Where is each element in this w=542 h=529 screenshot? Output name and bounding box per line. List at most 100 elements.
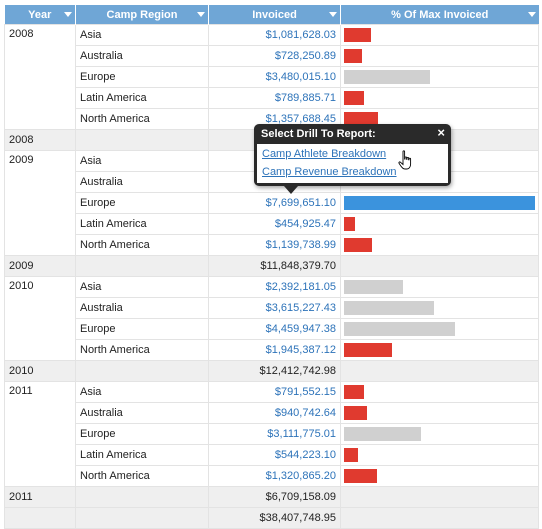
subtotal-row: 2009 $11,848,379.70 [4, 255, 539, 277]
region-cell: Asia [75, 381, 209, 403]
pct-bar[interactable] [344, 49, 363, 63]
invoiced-cell: $454,925.47 [208, 213, 341, 235]
pct-bar[interactable] [344, 427, 422, 441]
grand-total-empty-cell [4, 507, 76, 529]
invoiced-cell: $3,480,015.10 [208, 66, 341, 88]
table-row: 2011 Asia $791,552.15 [4, 381, 539, 487]
invoice-pivot-table: Year Camp Region Invoiced % Of Max Invoi… [4, 5, 539, 529]
chevron-down-icon[interactable] [527, 12, 536, 17]
invoiced-cell: $1,081,628.03 [208, 24, 341, 46]
subtotal-empty-cell [75, 360, 209, 382]
year-cell: 2011 [4, 381, 76, 487]
year-column-header[interactable]: Year [4, 5, 76, 25]
pct-bar[interactable] [344, 196, 535, 210]
table-row: Australia $940,742.64 [5, 402, 539, 424]
region-cell: Asia [75, 276, 209, 298]
pct-bar[interactable] [344, 280, 404, 294]
invoiced-link[interactable]: $544,223.10 [274, 449, 336, 461]
subtotal-row: 2010 $12,412,742.98 [4, 360, 539, 382]
region-cell: Asia [75, 24, 209, 46]
invoiced-link[interactable]: $1,357,688.45 [265, 113, 336, 125]
invoiced-link[interactable]: $4,459,947.38 [265, 323, 336, 335]
subtotal-bar-cell [340, 486, 539, 508]
region-cell: Europe [75, 423, 209, 445]
year-cell: 2008 [4, 24, 76, 130]
invoiced-cell: $4,459,947.38 [208, 318, 341, 340]
pct-bar-cell [340, 339, 539, 361]
table-row: Australia $728,250.89 [5, 45, 539, 67]
region-cell: Australia [75, 297, 209, 319]
pct-bar[interactable] [344, 469, 377, 483]
invoiced-cell: $3,111,775.01 [208, 423, 341, 445]
region-cell: North America [75, 108, 209, 130]
invoiced-link[interactable]: $454,925.47 [274, 218, 336, 230]
chevron-down-icon[interactable] [64, 12, 72, 17]
invoiced-link[interactable]: $940,742.64 [274, 407, 336, 419]
hand-cursor-icon [398, 150, 412, 170]
invoiced-link[interactable]: $1,081,628.03 [265, 29, 336, 41]
invoiced-link[interactable]: $1,139,738.99 [265, 239, 336, 251]
invoiced-cell: $940,742.64 [208, 402, 341, 424]
invoiced-cell: $544,223.10 [208, 444, 341, 466]
pct-bar[interactable] [344, 70, 430, 84]
pct-bar-cell [340, 465, 539, 487]
year-header-label: Year [28, 8, 52, 21]
invoiced-link[interactable]: $791,552.15 [274, 386, 336, 398]
chevron-down-icon[interactable] [197, 12, 205, 17]
pct-bar[interactable] [344, 112, 378, 126]
pct-bar[interactable] [344, 91, 364, 105]
grand-total-value-cell: $38,407,748.95 [208, 507, 341, 529]
invoiced-link[interactable]: $3,111,775.01 [267, 428, 336, 440]
pct-bar-cell [340, 318, 539, 340]
pct-bar-cell [340, 234, 539, 256]
invoiced-cell: $2,392,181.05 [208, 276, 341, 298]
chevron-down-icon[interactable] [329, 12, 337, 17]
close-icon[interactable]: × [437, 125, 445, 140]
subtotal-row: 2011 $6,709,158.09 [4, 486, 539, 508]
pct-bar[interactable] [344, 28, 371, 42]
pct-bar[interactable] [344, 238, 373, 252]
invoiced-link[interactable]: $1,320,865.20 [265, 470, 336, 482]
table-row: 2010 Asia $2,392,181.05 [4, 276, 539, 361]
region-cell: North America [75, 465, 209, 487]
region-cell: Australia [75, 45, 209, 67]
invoiced-link[interactable]: $728,250.89 [274, 50, 336, 62]
invoiced-cell: $7,699,651.10 [208, 192, 341, 214]
invoiced-link[interactable]: $2,392,181.05 [265, 281, 336, 293]
pct-bar[interactable] [344, 217, 356, 231]
pct-bar[interactable] [344, 301, 434, 315]
pct-header-label: % Of Max Invoiced [391, 8, 489, 21]
pct-bar-cell [340, 423, 539, 445]
invoiced-link[interactable]: $3,615,227.43 [265, 302, 336, 314]
camp-athlete-breakdown-link[interactable]: Camp Athlete Breakdown [262, 148, 387, 160]
invoiced-cell: $3,615,227.43 [208, 297, 341, 319]
pct-bar[interactable] [344, 385, 364, 399]
invoiced-link[interactable]: $789,885.71 [274, 92, 336, 104]
pct-bar[interactable] [344, 322, 455, 336]
invoiced-column-header[interactable]: Invoiced [208, 5, 341, 25]
subtotal-year-cell: 2011 [4, 486, 76, 508]
invoiced-link[interactable]: $7,699,651.10 [265, 197, 336, 209]
invoiced-cell: $789,885.71 [208, 87, 341, 109]
subtotal-bar-cell [340, 255, 539, 277]
header-row: Year Camp Region Invoiced % Of Max Invoi… [4, 5, 539, 25]
invoiced-link[interactable]: $3,480,015.10 [265, 71, 336, 83]
pct-bar[interactable] [344, 343, 393, 357]
pct-bar[interactable] [344, 406, 368, 420]
region-column-header[interactable]: Camp Region [75, 5, 209, 25]
camp-revenue-breakdown-link[interactable]: Camp Revenue Breakdown [262, 166, 397, 178]
invoiced-link[interactable]: $1,945,387.12 [265, 344, 336, 356]
grand-total-empty-cell [75, 507, 209, 529]
pct-bar[interactable] [344, 448, 358, 462]
table-row: Latin America $544,223.10 [5, 444, 539, 466]
region-cell: Asia [75, 150, 209, 172]
table-row: Europe $4,459,947.38 [5, 318, 539, 340]
table-row: Europe $7,699,651.10 [5, 192, 539, 214]
grand-total-row: $38,407,748.95 [4, 507, 539, 529]
subtotal-bar-cell [340, 360, 539, 382]
pct-bar-cell [340, 402, 539, 424]
invoiced-cell: $1,139,738.99 [208, 234, 341, 256]
region-cell: Australia [75, 402, 209, 424]
pct-column-header[interactable]: % Of Max Invoiced [340, 5, 539, 25]
subtotal-value-cell: $11,848,379.70 [208, 255, 341, 277]
